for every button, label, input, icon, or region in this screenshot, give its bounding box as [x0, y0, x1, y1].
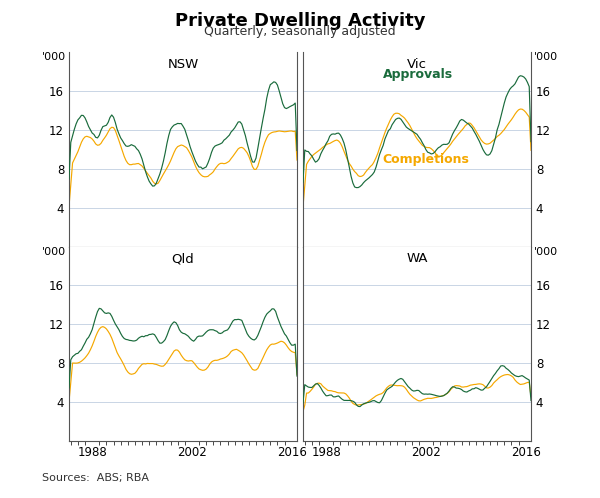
- Text: Quarterly, seasonally adjusted: Quarterly, seasonally adjusted: [204, 25, 396, 38]
- Text: Vic: Vic: [407, 58, 427, 71]
- Text: Approvals: Approvals: [383, 68, 453, 81]
- Text: Private Dwelling Activity: Private Dwelling Activity: [175, 12, 425, 30]
- Text: NSW: NSW: [167, 58, 199, 71]
- Text: WA: WA: [406, 252, 428, 265]
- Text: Sources:  ABS; RBA: Sources: ABS; RBA: [42, 473, 149, 483]
- Text: '000: '000: [42, 52, 66, 62]
- Text: Qld: Qld: [172, 252, 194, 265]
- Text: '000: '000: [534, 247, 558, 256]
- Text: Completions: Completions: [383, 153, 470, 166]
- Text: '000: '000: [534, 52, 558, 62]
- Text: '000: '000: [42, 247, 66, 256]
